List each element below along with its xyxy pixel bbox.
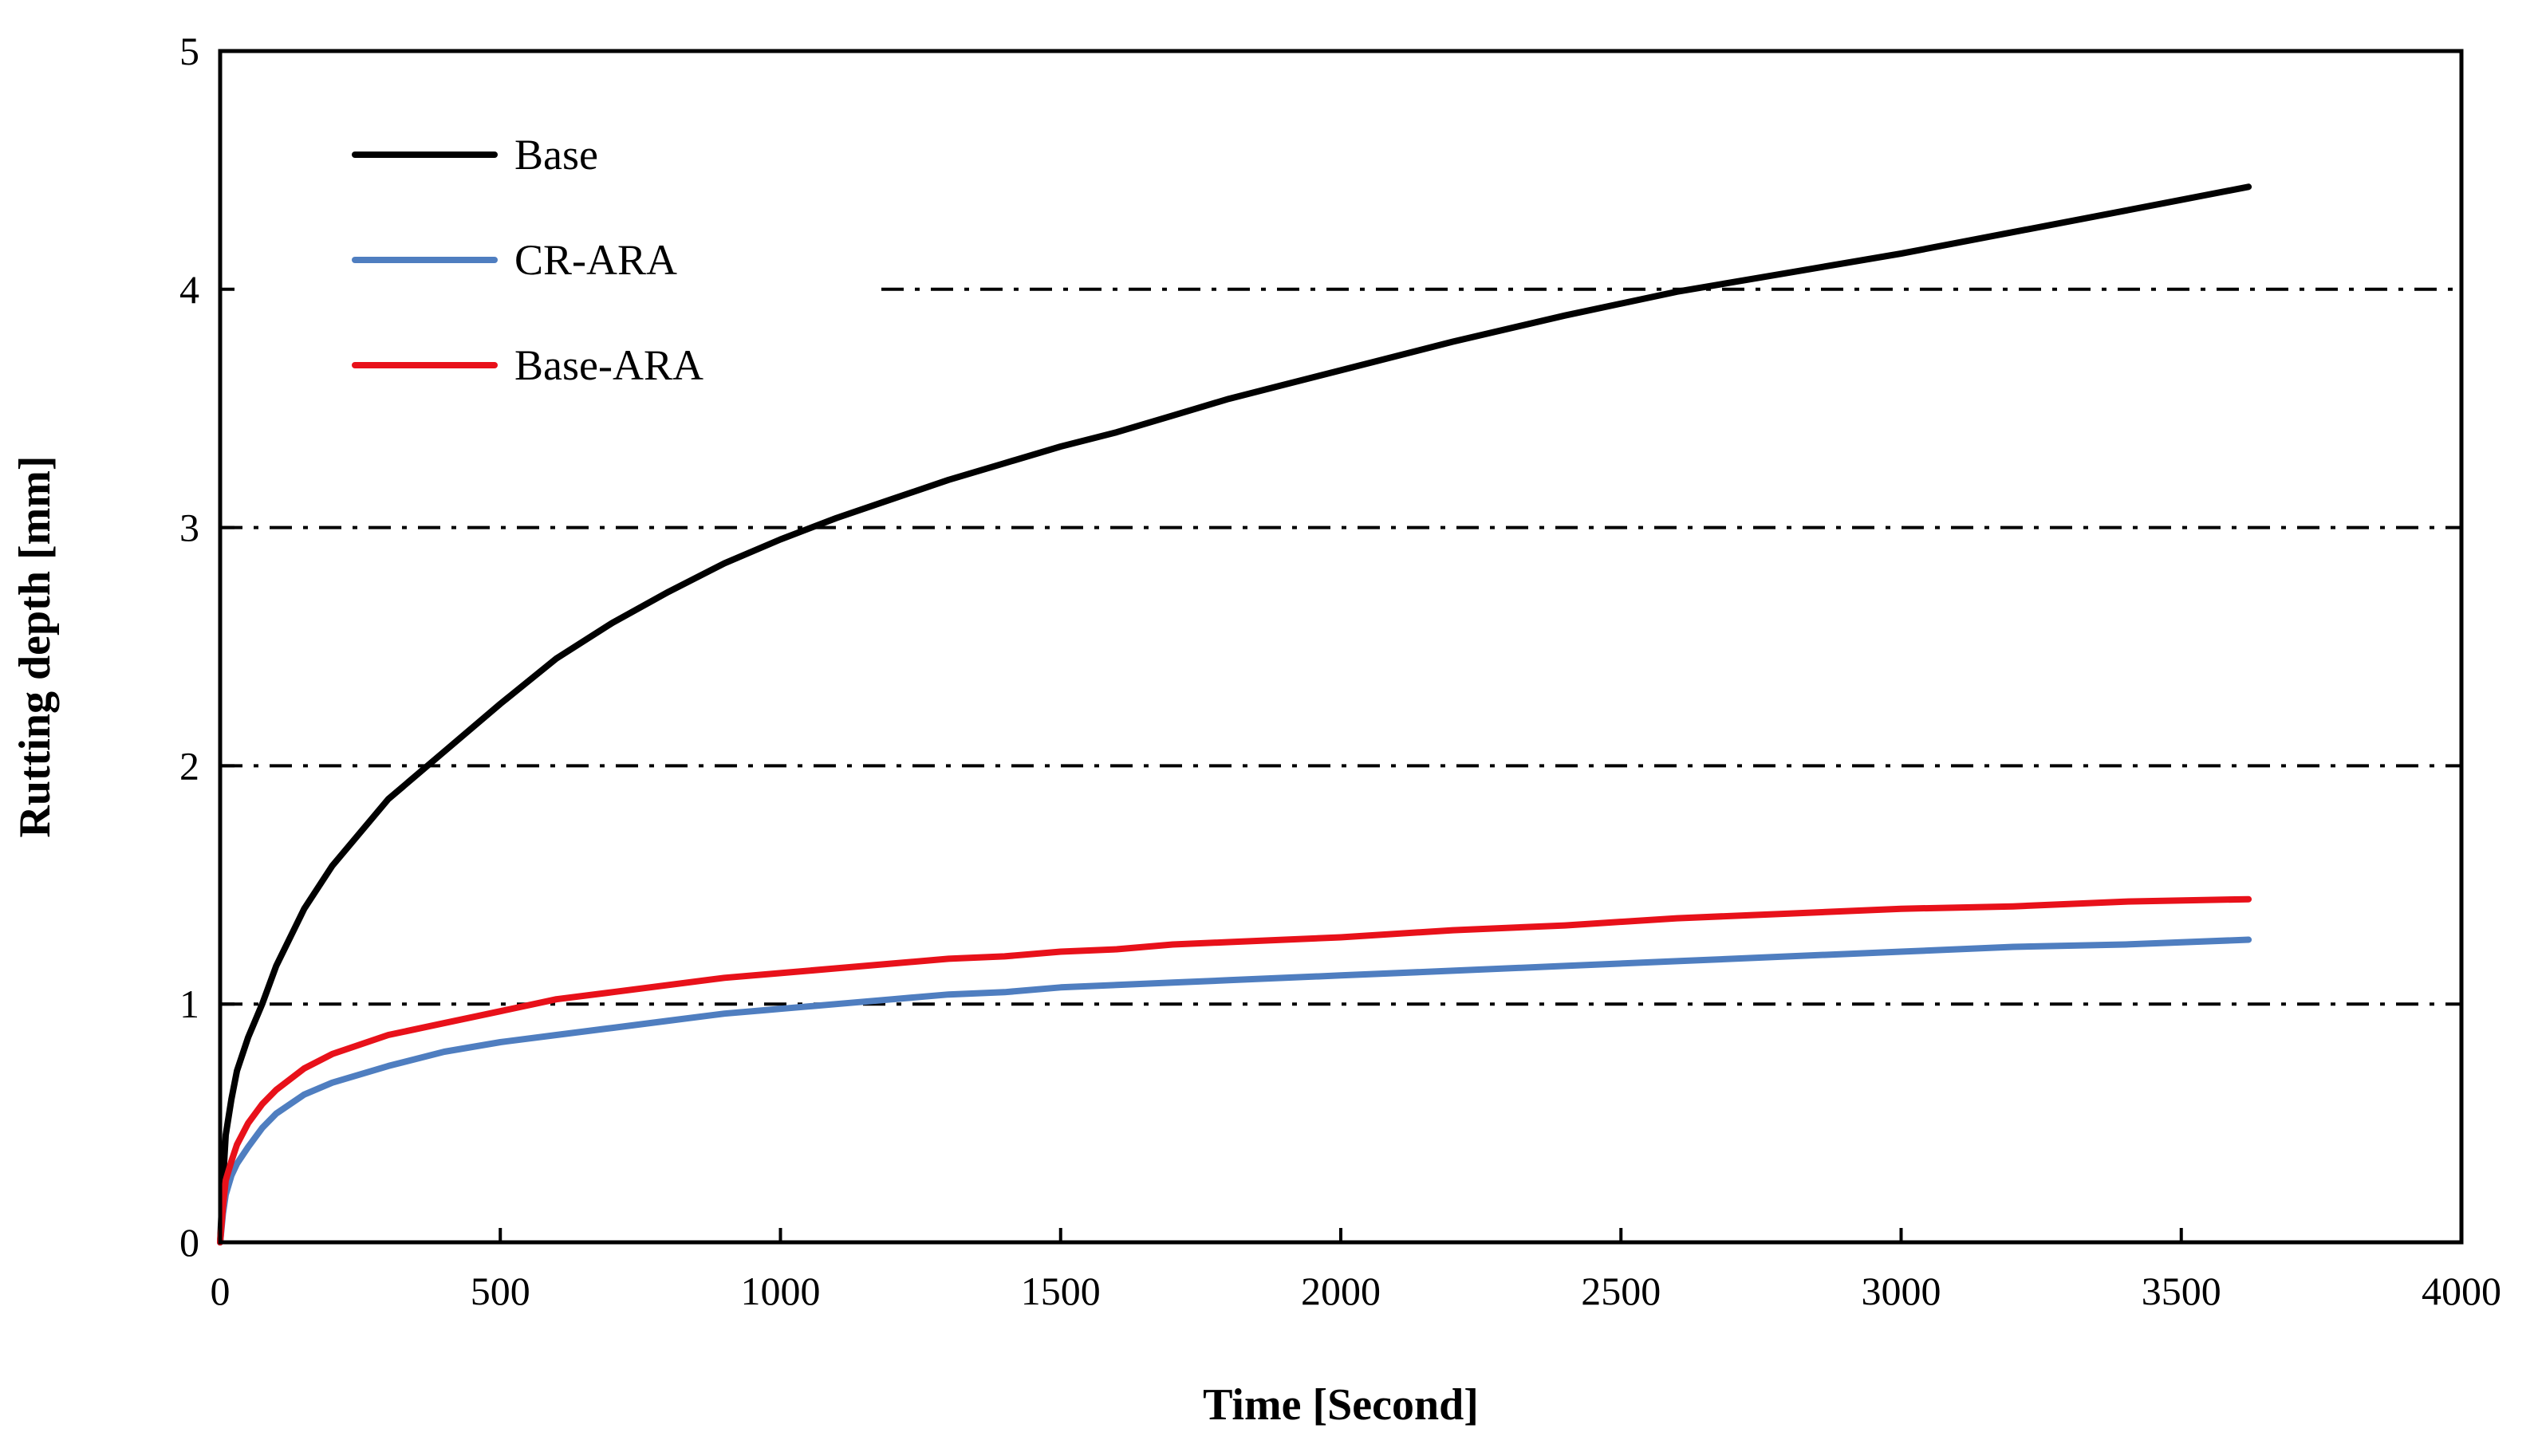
x-tick-label-1500: 1500 <box>1021 1269 1101 1313</box>
x-tick-label-2000: 2000 <box>1301 1269 1381 1313</box>
y-tick-label-1: 1 <box>179 982 199 1026</box>
gridlines <box>220 287 2461 1006</box>
x-tick-label-3500: 3500 <box>2142 1269 2221 1313</box>
y-tick-label-3: 3 <box>179 506 199 550</box>
legend-label-cr-ara: CR-ARA <box>514 236 677 284</box>
y-tick-label-2: 2 <box>179 743 199 788</box>
series-line-cr-ara <box>217 936 2252 1245</box>
series-line-base-ara <box>217 895 2252 1245</box>
ticks: 0 1 2 3 4 5 0 500 1000 1500 2000 2500 3000 3500 4000 <box>179 29 2501 1313</box>
x-axis-title: Time [Second] <box>1203 1380 1479 1430</box>
x-tick-label-4000: 4000 <box>2422 1269 2501 1313</box>
series-line-base <box>217 183 2252 1245</box>
legend-label-base: Base <box>514 131 598 179</box>
x-tick-label-0: 0 <box>211 1269 231 1313</box>
x-tick-label-3000: 3000 <box>1862 1269 1941 1313</box>
y-axis-title: Rutting depth [mm] <box>10 455 60 837</box>
y-tick-label-5: 5 <box>179 29 199 73</box>
x-tick-label-1000: 1000 <box>741 1269 821 1313</box>
x-tick-label-2500: 2500 <box>1581 1269 1661 1313</box>
x-tick-label-500: 500 <box>471 1269 530 1313</box>
series-layer <box>217 183 2252 1245</box>
y-tick-label-4: 4 <box>179 267 199 312</box>
y-tick-label-0: 0 <box>179 1220 199 1265</box>
legend: Base CR-ARA Base-ARA <box>352 131 703 389</box>
legend-label-base-ara: Base-ARA <box>514 341 703 389</box>
